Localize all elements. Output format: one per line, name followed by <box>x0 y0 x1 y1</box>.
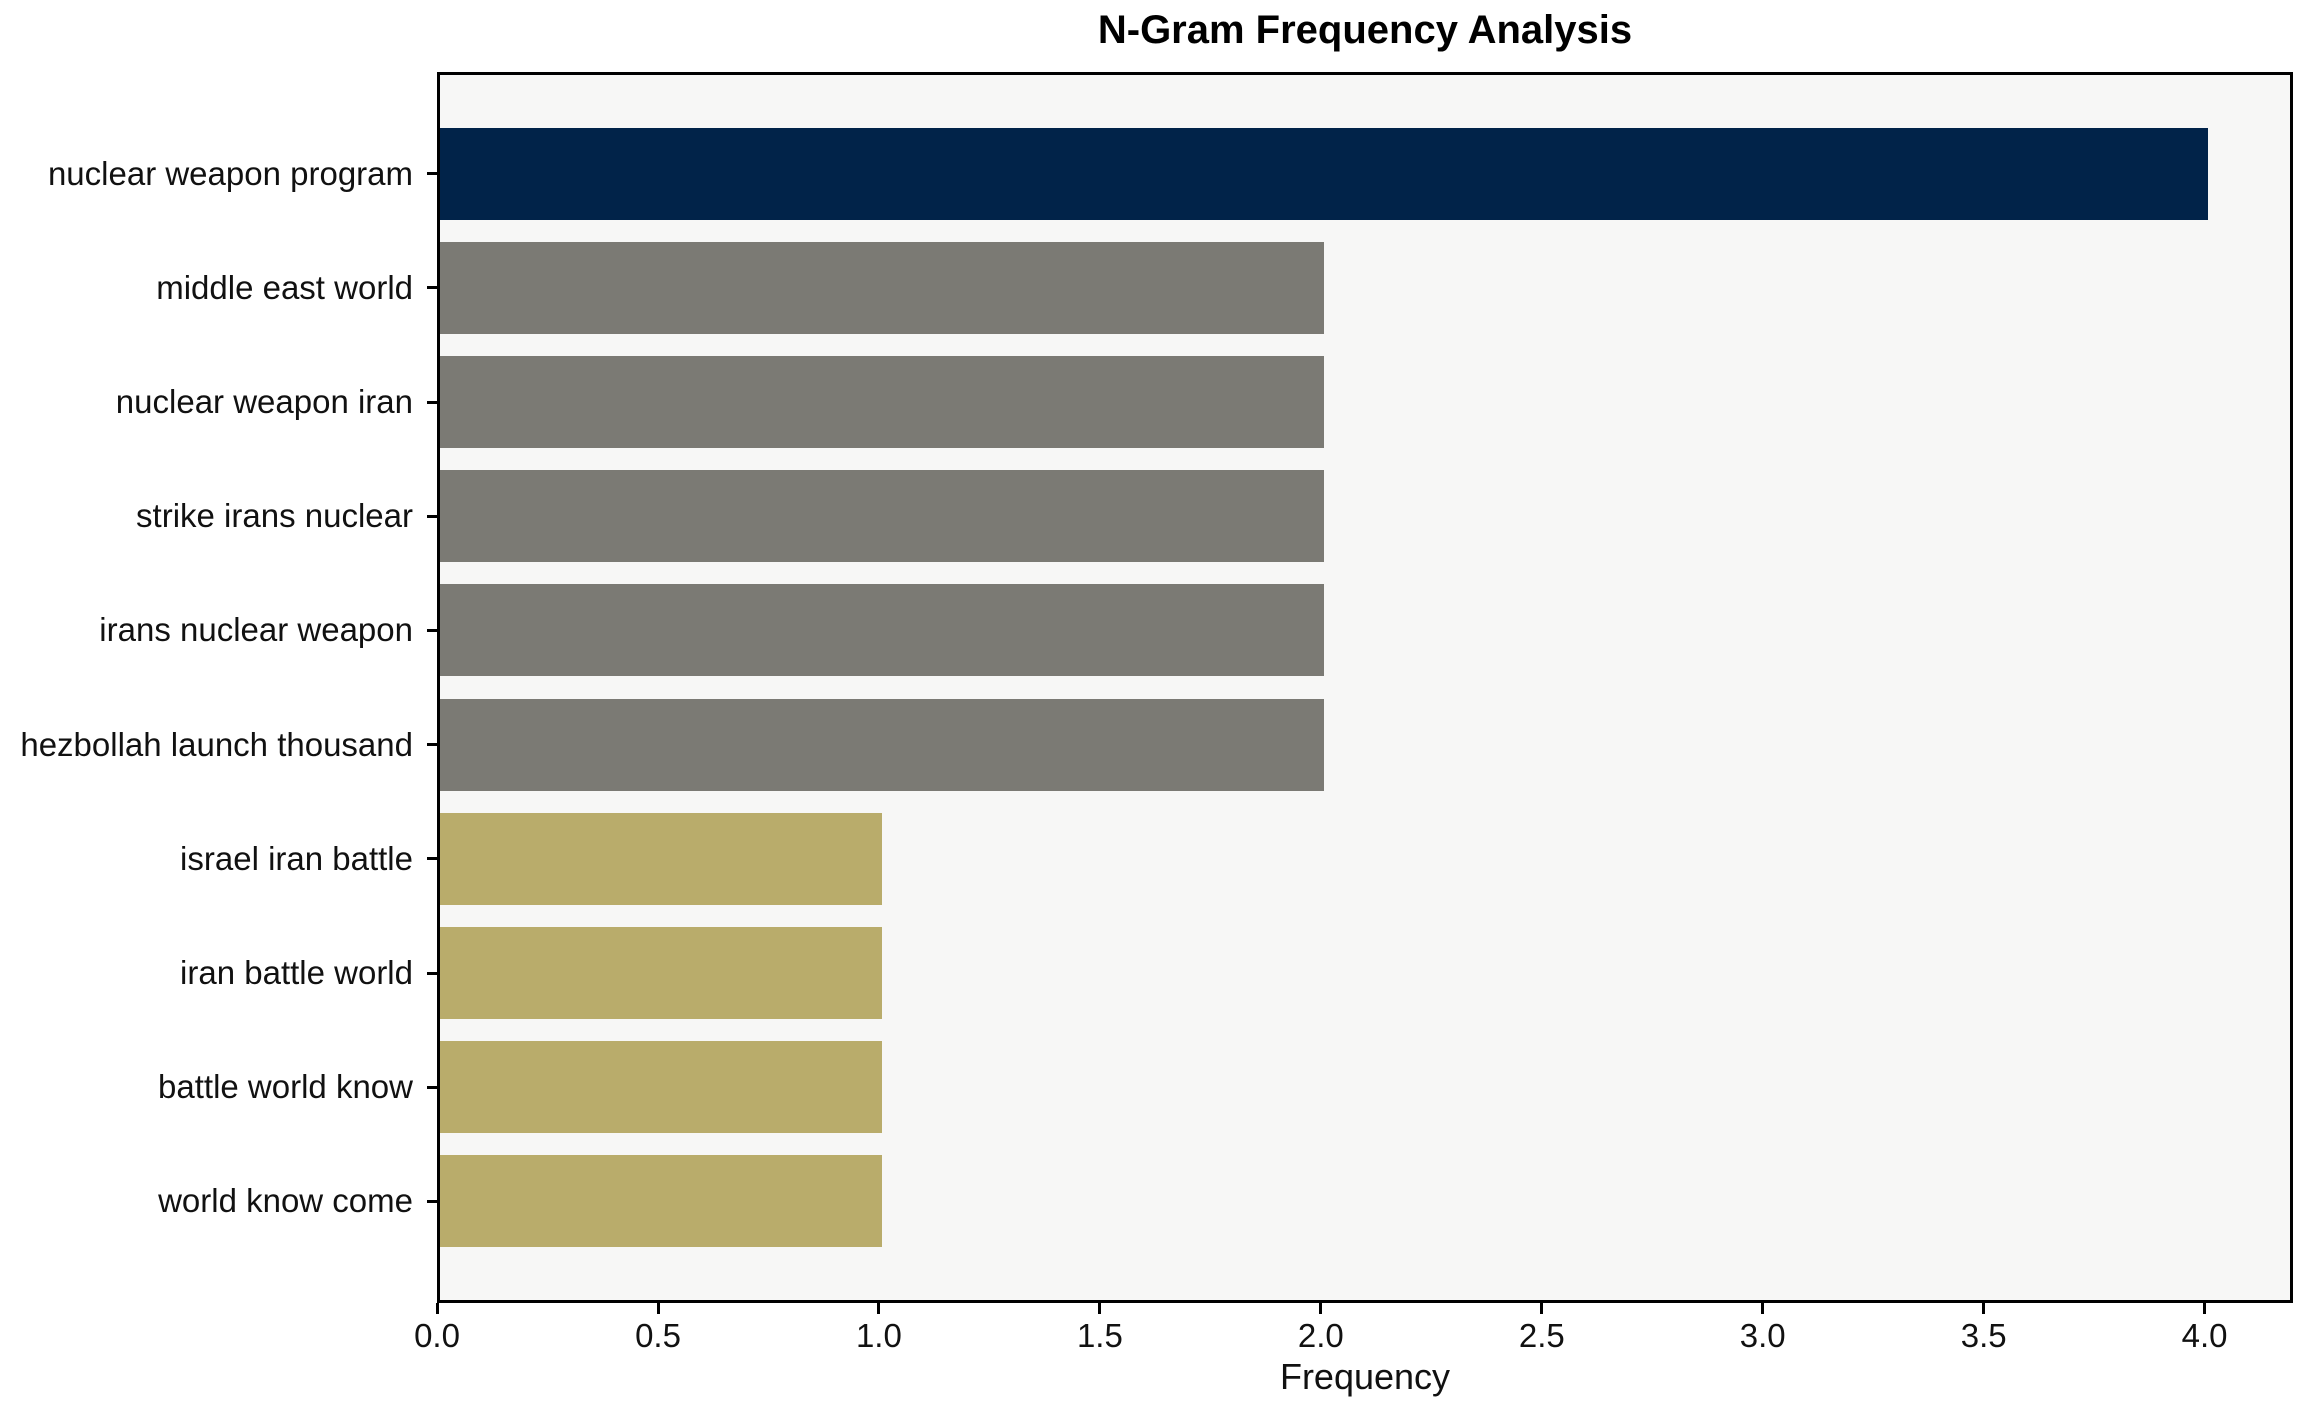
y-tick-mark <box>427 971 437 975</box>
bar <box>440 698 1324 791</box>
bar <box>440 356 1324 448</box>
x-tick-label: 2.0 <box>1297 1317 1344 1354</box>
x-tick-mark <box>435 1303 439 1314</box>
bar <box>440 470 1324 563</box>
x-tick-label: 2.5 <box>1518 1317 1565 1354</box>
x-tick-mark <box>2203 1303 2207 1314</box>
x-tick-label: 1.0 <box>855 1317 902 1354</box>
bar <box>440 584 1324 677</box>
x-tick-mark <box>656 1303 660 1314</box>
y-axis-label: strike irans nuclear <box>136 497 413 535</box>
x-tick-mark <box>1761 1303 1765 1314</box>
bar <box>440 1155 882 1248</box>
bar <box>440 1041 882 1134</box>
x-tick-label: 4.0 <box>2181 1317 2228 1354</box>
y-axis-label: iran battle world <box>180 954 413 991</box>
x-tick-label: 3.0 <box>1739 1317 1786 1354</box>
y-axis-label: hezbollah launch thousand <box>20 725 413 763</box>
y-axis-label: israel iran battle <box>180 839 413 877</box>
plot-area <box>437 72 2293 1303</box>
bar <box>440 927 882 1019</box>
y-axis-label: irans nuclear weapon <box>99 611 413 649</box>
x-axis-label: Frequency <box>1279 1356 1451 1397</box>
x-tick-mark <box>877 1303 881 1314</box>
bar <box>440 241 1324 334</box>
y-tick-mark <box>427 286 437 290</box>
x-tick-mark <box>1098 1303 1102 1314</box>
y-tick-mark <box>427 172 437 176</box>
x-tick-label: 1.5 <box>1076 1317 1123 1354</box>
x-tick-label: 0.0 <box>414 1317 460 1354</box>
y-tick-mark <box>427 743 437 747</box>
y-axis-label: nuclear weapon program <box>47 154 413 192</box>
y-axis-label: world know come <box>158 1182 413 1220</box>
x-tick-mark <box>1540 1303 1544 1314</box>
chart-title: N-Gram Frequency Analysis <box>1097 8 1633 52</box>
x-tick-label: 3.5 <box>1960 1317 2007 1354</box>
bar <box>440 127 2208 220</box>
y-axis-label: nuclear weapon iran <box>115 383 413 420</box>
y-tick-mark <box>427 857 437 861</box>
bar <box>440 812 882 905</box>
y-tick-mark <box>427 628 437 632</box>
y-tick-mark <box>427 1199 437 1203</box>
y-axis-label: middle east world <box>156 268 413 306</box>
y-tick-mark <box>427 514 437 518</box>
x-tick-mark <box>1982 1303 1986 1314</box>
y-axis-label: battle world know <box>158 1068 413 1106</box>
x-tick-label: 0.5 <box>635 1317 681 1354</box>
y-tick-mark <box>427 400 437 404</box>
y-tick-mark <box>427 1085 437 1089</box>
x-tick-mark <box>1319 1303 1323 1314</box>
